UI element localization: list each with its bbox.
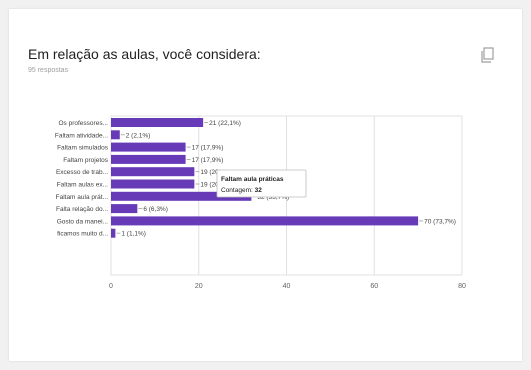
- category-label: Gosto da manei...: [57, 218, 108, 225]
- data-label: 17 (17,9%): [192, 157, 224, 164]
- tooltip-count-value: 32: [255, 187, 263, 194]
- tooltip-box: [216, 169, 307, 198]
- data-label: 19 (20%): [200, 182, 226, 189]
- category-label: Faltam projetos: [63, 157, 109, 164]
- bar[interactable]: [111, 191, 252, 201]
- category-label: Excesso de trab...: [56, 169, 108, 176]
- x-tick-label: 0: [109, 283, 113, 290]
- data-label: 1 (1,1%): [121, 231, 146, 238]
- category-label: Faltam atividade...: [55, 132, 108, 139]
- x-tick-label: 20: [195, 283, 203, 290]
- bar[interactable]: [111, 179, 195, 189]
- bar[interactable]: [111, 204, 138, 214]
- x-tick-label: 60: [370, 283, 378, 290]
- response-count: 95 respostas: [28, 67, 69, 74]
- bar-tooltip: Faltam aula práticas Contagem: 32: [216, 169, 307, 198]
- bar[interactable]: [111, 228, 116, 238]
- data-label: 70 (73,7%): [424, 218, 456, 225]
- category-label: Faltam simulados: [57, 145, 109, 152]
- category-label: Os professores...: [59, 120, 109, 127]
- copy-icon[interactable]: [481, 47, 495, 63]
- bar[interactable]: [111, 154, 186, 164]
- bar[interactable]: [111, 118, 204, 127]
- category-label: Faltam aulas ex...: [57, 182, 108, 189]
- x-tick-label: 40: [283, 283, 291, 290]
- bar[interactable]: [111, 130, 120, 140]
- category-label: Falta relação do...: [56, 206, 108, 213]
- tooltip-count-label: Contagem:: [221, 187, 255, 194]
- bar[interactable]: [111, 216, 419, 226]
- data-label: 19 (20%): [200, 169, 226, 176]
- data-label: 2 (2,1%): [126, 132, 151, 139]
- tooltip-count: Contagem: 32: [221, 187, 262, 194]
- category-label: ficamos muito d...: [57, 231, 108, 238]
- data-label: 17 (17,9%): [192, 145, 224, 152]
- data-label: 21 (22,1%): [209, 120, 241, 127]
- bar[interactable]: [111, 142, 186, 152]
- data-label: 6 (6,3%): [143, 206, 168, 213]
- question-title: Em relação as aulas, você considera:: [28, 46, 261, 62]
- bar[interactable]: [111, 167, 195, 177]
- category-label: Faltam aula prát...: [56, 194, 109, 201]
- tooltip-title: Faltam aula práticas: [221, 176, 284, 183]
- x-tick-label: 80: [458, 283, 466, 290]
